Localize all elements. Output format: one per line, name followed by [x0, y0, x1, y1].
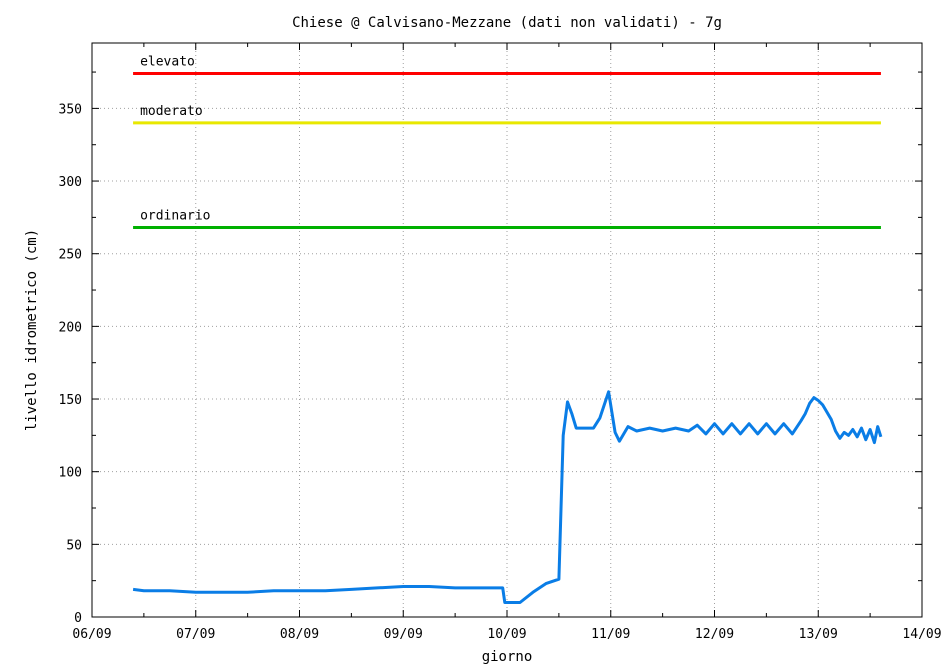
x-tick-label: 08/09 — [280, 627, 319, 642]
x-tick-label: 11/09 — [591, 627, 630, 642]
y-tick-label: 0 — [74, 611, 82, 626]
threshold-lines: elevato moderato ordinario — [133, 55, 881, 230]
x-tick-label: 14/09 — [902, 627, 941, 642]
plot-frame — [91, 42, 923, 618]
x-axis-label: giorno — [482, 649, 533, 665]
x-tick-label: 13/09 — [799, 627, 838, 642]
y-tick-label: 250 — [59, 248, 82, 263]
y-tick-label: 50 — [66, 538, 82, 553]
series-layer — [132, 390, 883, 604]
y-tick-label: 200 — [59, 320, 82, 335]
grid — [92, 43, 922, 617]
x-tick-label: 09/09 — [384, 627, 423, 642]
y-tick-label: 300 — [59, 175, 82, 190]
y-tick-label: 150 — [59, 393, 82, 408]
series-line-0 — [132, 390, 883, 604]
x-tick-label: 06/09 — [72, 627, 111, 642]
threshold-label-moderato: moderato — [140, 104, 203, 119]
threshold-label-elevato: elevato — [140, 55, 195, 70]
x-tick-label: 10/09 — [487, 627, 526, 642]
y-tick-label: 100 — [59, 466, 82, 481]
axes: 06/09 07/09 08/09 09/09 10/09 11/09 12/09 13/09… — [59, 43, 942, 642]
y-axis-label: livello idrometrico (cm) — [24, 229, 40, 431]
x-tick-label: 07/09 — [176, 627, 215, 642]
chart-title: Chiese @ Calvisano-Mezzane (dati non val… — [292, 15, 722, 31]
y-tick-label: 350 — [59, 102, 82, 117]
threshold-label-ordinario: ordinario — [140, 209, 210, 224]
x-tick-label: 12/09 — [695, 627, 734, 642]
